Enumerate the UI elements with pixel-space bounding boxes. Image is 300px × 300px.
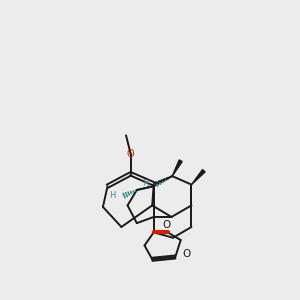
Polygon shape <box>191 169 205 184</box>
Text: O: O <box>162 220 170 230</box>
Text: H: H <box>142 178 148 188</box>
Text: O: O <box>126 149 134 159</box>
Text: H: H <box>109 191 115 200</box>
Text: O: O <box>183 249 191 259</box>
Polygon shape <box>172 160 182 176</box>
